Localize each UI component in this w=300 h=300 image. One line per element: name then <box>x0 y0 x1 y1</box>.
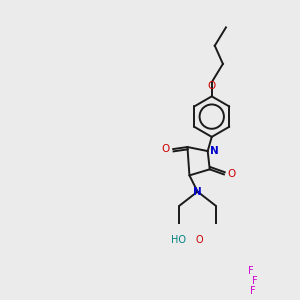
Text: O: O <box>208 81 216 92</box>
Text: N: N <box>210 146 219 156</box>
Text: N: N <box>193 187 202 196</box>
Text: O: O <box>196 235 203 245</box>
Text: F: F <box>252 276 258 286</box>
Text: HO: HO <box>171 235 186 245</box>
Text: O: O <box>227 169 235 179</box>
Text: F: F <box>248 266 254 276</box>
Text: F: F <box>250 286 256 296</box>
Text: O: O <box>162 144 170 154</box>
